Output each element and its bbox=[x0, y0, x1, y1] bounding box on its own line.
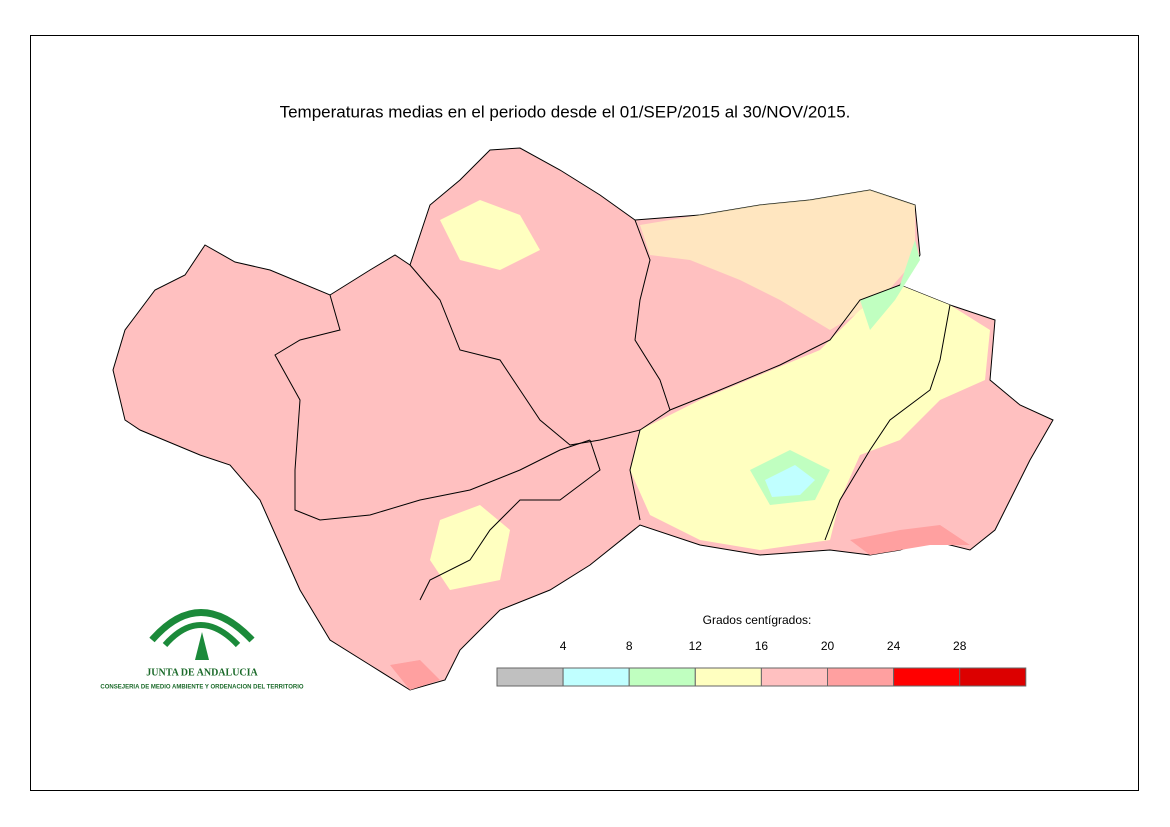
logo: JUNTA DE ANDALUCIA CONSEJERIA DE MEDIO A… bbox=[100, 609, 304, 691]
legend-swatch bbox=[496, 667, 564, 687]
legend-tick-label: 4 bbox=[560, 639, 567, 653]
legend-swatch bbox=[760, 667, 829, 687]
legend: Grados centígrados: 4 8 12 16 20 24 28 bbox=[496, 613, 1027, 687]
province-borders bbox=[274, 219, 951, 601]
logo-mark bbox=[195, 632, 209, 660]
legend-swatch bbox=[827, 667, 895, 687]
legend-swatch bbox=[893, 667, 961, 687]
province-border bbox=[669, 284, 901, 411]
map-title: Temperaturas medias en el periodo desde … bbox=[280, 102, 851, 121]
legend-tick-label: 24 bbox=[887, 639, 901, 653]
logo-department: CONSEJERIA DE MEDIO AMBIENTE Y ORDENACIO… bbox=[100, 685, 303, 691]
legend-tick-label: 16 bbox=[755, 639, 769, 653]
legend-tick-label: 8 bbox=[626, 639, 633, 653]
warm-zone bbox=[850, 525, 970, 555]
province-border bbox=[824, 304, 951, 541]
logo-arc bbox=[162, 622, 241, 648]
logo-arc bbox=[149, 609, 255, 643]
mild-zone bbox=[630, 285, 990, 550]
legend-tick-label: 12 bbox=[689, 639, 703, 653]
logo-name: JUNTA DE ANDALUCIA bbox=[146, 667, 258, 678]
legend-swatch bbox=[562, 667, 630, 687]
province-border bbox=[274, 294, 591, 521]
cold-zone bbox=[765, 465, 815, 497]
legend-swatch bbox=[694, 667, 762, 687]
warm-zone bbox=[390, 660, 440, 690]
legend-tick-label: 20 bbox=[821, 639, 835, 653]
legend-swatch bbox=[628, 667, 696, 687]
legend-title: Grados centígrados: bbox=[703, 613, 812, 627]
mild-zone bbox=[430, 505, 510, 590]
legend-tick-label: 28 bbox=[953, 639, 967, 653]
province-border bbox=[629, 219, 671, 521]
legend-swatch bbox=[959, 667, 1027, 687]
cool-zone bbox=[860, 240, 920, 330]
mild-zone bbox=[640, 190, 915, 330]
province-border bbox=[419, 439, 601, 601]
region-map bbox=[112, 147, 1054, 691]
province-border bbox=[409, 264, 641, 446]
mild-zone bbox=[440, 200, 540, 270]
